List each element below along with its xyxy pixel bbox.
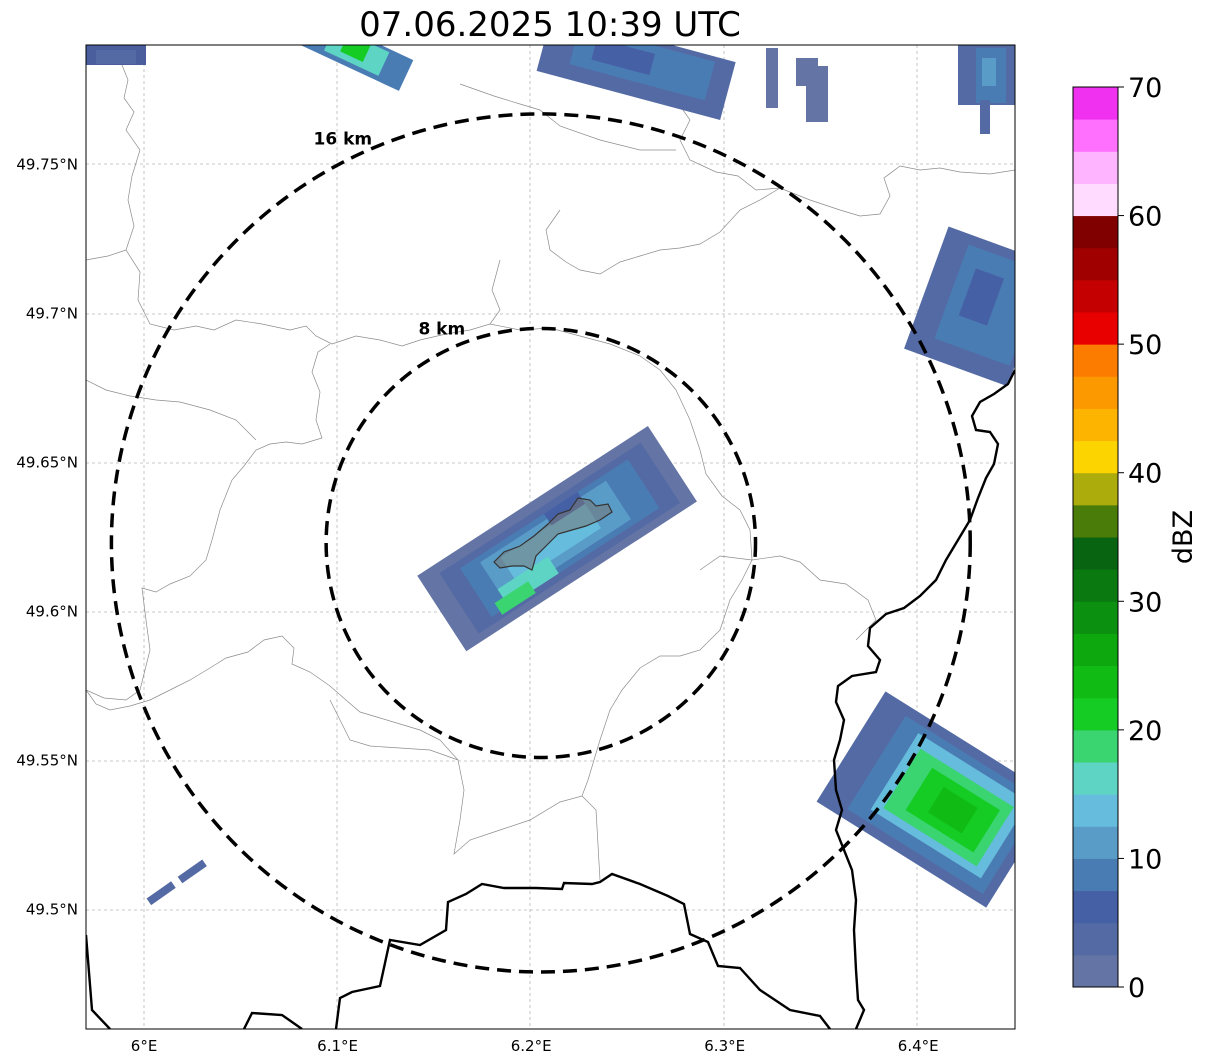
- lon-tick-label: 6.2°E: [511, 1037, 552, 1055]
- radar-echo-cell: [96, 50, 136, 64]
- colorbar-tick-label: 10: [1128, 844, 1162, 875]
- radar-echo-cell: [417, 426, 697, 652]
- map-title: 07.06.2025 10:39 UTC: [359, 5, 741, 45]
- colorbar-segment: [1073, 665, 1118, 699]
- colorbar-segment: [1073, 922, 1118, 956]
- range-ring: [109, 112, 972, 974]
- colorbar-segment: [1073, 87, 1118, 120]
- colorbar-tick-label: 30: [1128, 587, 1162, 618]
- colorbar-frame: [1072, 86, 1119, 988]
- lon-tick-label: 6.4°E: [898, 1037, 939, 1055]
- colorbar-label: dBZ: [1168, 510, 1199, 564]
- colorbar-segment: [1073, 504, 1118, 538]
- colorbar-segment: [1073, 762, 1118, 795]
- lon-tick-label: 6.1°E: [317, 1037, 358, 1055]
- colorbar-segment: [1073, 697, 1118, 731]
- radar-echo-cell: [766, 48, 778, 108]
- lat-tick-label: 49.65°N: [16, 453, 78, 471]
- colorbar-segment: [1073, 312, 1118, 345]
- national-borders: [86, 369, 1015, 1029]
- lat-tick-label: 49.5°N: [26, 901, 78, 919]
- colorbar-segment: [1073, 183, 1118, 217]
- map-gridlines: [86, 45, 1015, 1029]
- colorbar-segment: [1073, 633, 1118, 667]
- colorbar-segment: [1073, 472, 1118, 506]
- colorbar-segment: [1073, 151, 1118, 184]
- colorbar-tick-label: 0: [1128, 973, 1145, 1004]
- lon-tick-label: 6.3°E: [704, 1037, 745, 1055]
- colorbar-segment: [1073, 858, 1118, 892]
- radar-echo-cell: [146, 859, 207, 906]
- map-frame: [85, 44, 1016, 1030]
- colorbar-segment: [1073, 954, 1118, 988]
- colorbar-segment: [1073, 826, 1118, 859]
- range-ring: [324, 326, 758, 760]
- colorbar-segment: [1073, 537, 1118, 570]
- colorbar-tick-label: 40: [1128, 459, 1162, 490]
- colorbar-segment: [1073, 890, 1118, 924]
- radar-echo-cell: [958, 45, 1015, 134]
- range-ring-label: 16 km: [314, 129, 373, 149]
- colorbar-segment: [1073, 569, 1118, 602]
- radar-echo-cell: [806, 66, 828, 122]
- radar-echo-cell: [816, 691, 1015, 908]
- colorbar-segment: [1073, 344, 1118, 377]
- colorbar-tick-label: 60: [1128, 202, 1162, 233]
- colorbar-segment: [1073, 408, 1118, 442]
- colorbar-segment: [1073, 794, 1118, 827]
- colorbar-segment: [1073, 215, 1118, 249]
- colorbar-segment: [1073, 440, 1118, 474]
- lat-tick-label: 49.55°N: [16, 752, 78, 770]
- radar-reflectivity-echoes: [86, 45, 1015, 908]
- lat-tick-label: 49.6°N: [26, 603, 78, 621]
- colorbar-tick-label: 70: [1128, 73, 1162, 104]
- city-outline: [493, 497, 613, 571]
- colorbar-segment: [1073, 247, 1118, 281]
- colorbar: 0 10 20 30 40 50 60 70 dBZ: [1072, 73, 1199, 1004]
- range-ring-label: 8 km: [418, 320, 465, 340]
- lon-tick-label: 6°E: [131, 1037, 158, 1055]
- radar-echo-cell: [299, 45, 414, 91]
- colorbar-tick-label: 20: [1128, 716, 1162, 747]
- radar-echo-cell: [536, 45, 736, 121]
- colorbar-segment: [1073, 279, 1118, 313]
- admin-boundaries: [86, 59, 1015, 881]
- colorbar-tick-label: 50: [1128, 330, 1162, 361]
- colorbar-segment: [1073, 601, 1118, 634]
- colorbar-segment: [1073, 729, 1118, 763]
- colorbar-segment: [1073, 119, 1118, 152]
- colorbar-segment: [1073, 376, 1118, 409]
- range-rings: 8 km 16 km: [109, 112, 972, 974]
- map-axes: 6°E 6.1°E 6.2°E 6.3°E 6.4°E 49.75°N 49.7°N 49.6…: [16, 155, 938, 1055]
- lat-tick-label: 49.75°N: [16, 155, 78, 173]
- lat-tick-label: 49.7°N: [26, 304, 78, 322]
- radar-echo-cell: [904, 226, 1015, 387]
